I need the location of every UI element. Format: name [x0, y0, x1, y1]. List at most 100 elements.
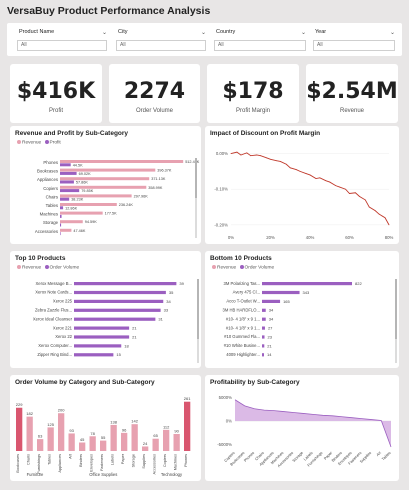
- profit-bar: [60, 206, 64, 210]
- data-point: [378, 213, 380, 215]
- data-label: 39: [179, 281, 184, 286]
- y-tick-label: 5000%: [219, 395, 233, 400]
- revenue-bar: [60, 185, 147, 189]
- data-label: 396.37K: [157, 169, 172, 173]
- product-name-dropdown[interactable]: All: [17, 40, 107, 51]
- order-volume-bar: [74, 326, 130, 330]
- legend-swatch: [44, 265, 49, 269]
- data-label: 34: [269, 308, 274, 313]
- category-label: Tables: [46, 203, 58, 208]
- legend-swatch: [212, 265, 216, 269]
- order-volume-bar: [74, 290, 166, 295]
- sub-category-label: Accessories: [153, 454, 157, 475]
- order-volume-bar: [89, 436, 96, 451]
- category-label: Chairs: [46, 194, 58, 199]
- revenue-bar: [262, 326, 265, 330]
- data-label: 358.99K: [148, 186, 163, 190]
- card-title: Order Volume by Category and Sub-Categor…: [15, 379, 155, 386]
- revenue-bar: [60, 203, 117, 206]
- sub-category-label: Chairs: [254, 451, 265, 462]
- city-slicer: City ⌄ All: [116, 27, 206, 51]
- data-label: 33: [164, 308, 169, 313]
- card-title: Profitability by Sub-Category: [210, 379, 300, 386]
- revenue-bar: [60, 211, 103, 215]
- category-label: Technology: [161, 472, 183, 477]
- order-volume-bar: [74, 335, 130, 339]
- city-dropdown[interactable]: All: [116, 40, 206, 51]
- data-point: [388, 224, 390, 226]
- data-label: 27: [268, 326, 273, 331]
- scrollbar-thumb[interactable]: [395, 279, 397, 339]
- bottom-10-products-card: Bottom 10 Products Revenue Order Volume …: [205, 251, 399, 368]
- data-point: [246, 152, 248, 154]
- product-label: 4009 Highlighter...: [226, 352, 260, 357]
- chevron-down-icon[interactable]: ⌄: [301, 30, 307, 36]
- y-tick-label: -0.20%: [214, 222, 228, 227]
- data-label: 21: [267, 343, 272, 348]
- filter-bar: Product Name ⌄ All City ⌄ All Country ⌄ …: [7, 23, 402, 56]
- country-dropdown[interactable]: All: [214, 40, 306, 51]
- data-label: 34: [269, 317, 274, 322]
- data-label: 35: [169, 290, 174, 295]
- year-dropdown[interactable]: All: [313, 40, 395, 51]
- sub-category-label: Storage: [292, 451, 304, 463]
- sub-category-label: Furnishings: [37, 454, 41, 474]
- data-label: 371.13K: [151, 177, 166, 181]
- kpi-label: Profit: [48, 108, 63, 114]
- data-label: 18: [124, 343, 129, 348]
- data-point: [285, 163, 287, 165]
- data-point: [349, 193, 350, 194]
- data-point: [345, 188, 346, 190]
- category-label: Machines: [40, 212, 58, 217]
- data-point: [240, 154, 242, 156]
- sub-category-label: Labels: [111, 454, 115, 465]
- product-label: Xerox 225: [53, 299, 73, 304]
- order-volume-bar: [74, 282, 177, 286]
- data-point: [364, 199, 366, 201]
- category-label: Office Supplies: [89, 472, 117, 477]
- card-title: Bottom 10 Products: [210, 255, 272, 262]
- order-volume-bar: [131, 424, 138, 451]
- order-volume-bar: [68, 433, 75, 451]
- chevron-down-icon[interactable]: ⌄: [201, 30, 207, 36]
- slicer-label: Year: [315, 29, 327, 35]
- sub-category-label: Phones: [184, 454, 188, 467]
- chevron-down-icon[interactable]: ⌄: [390, 30, 396, 36]
- kpi-order-volume: 2274 Order Volume: [109, 64, 200, 123]
- sub-category-label: Envelopes: [90, 454, 94, 472]
- data-label: 15: [116, 352, 121, 357]
- legend-label: Order Volume: [49, 265, 80, 271]
- scrollbar-thumb[interactable]: [197, 279, 199, 339]
- sub-category-label: Paper: [121, 453, 125, 464]
- order-volume-bar: [79, 442, 86, 451]
- product-label: Zebra Zazzle Flus...: [35, 308, 72, 313]
- sub-category-label: Storage: [132, 454, 136, 467]
- data-label: 94.59K: [85, 220, 98, 224]
- data-label: 142: [131, 419, 138, 424]
- kpi-value: $2.54M: [306, 79, 398, 104]
- sub-category-label: Fasteners: [100, 454, 104, 471]
- order-volume-bar: [152, 438, 159, 451]
- scrollbar-thumb[interactable]: [195, 158, 197, 198]
- data-point: [374, 210, 376, 212]
- data-label: 822: [355, 281, 362, 286]
- revenue-bar: [60, 228, 72, 232]
- legend-label: Order Volume: [244, 265, 275, 271]
- data-point: [335, 185, 337, 187]
- revenue-bar: [262, 282, 352, 286]
- order-volume-bar: [37, 439, 44, 451]
- chevron-down-icon[interactable]: ⌄: [102, 30, 108, 36]
- data-label: 55: [101, 435, 106, 440]
- data-point: [355, 192, 356, 194]
- order-volume-bar: [121, 432, 128, 451]
- y-tick-label: -5000%: [217, 442, 232, 447]
- x-tick-label: 20%: [266, 235, 275, 240]
- order-volume-bar: [74, 353, 114, 357]
- data-label: 165: [283, 299, 290, 304]
- x-tick-label: 40%: [306, 235, 315, 240]
- discount-line-chart: 0.00% -0.10% -0.20% 0% 20% 40% 60% 80%: [214, 151, 393, 240]
- data-point: [325, 180, 327, 182]
- order-volume-bar: [58, 413, 65, 451]
- card-title: Top 10 Products: [15, 255, 66, 262]
